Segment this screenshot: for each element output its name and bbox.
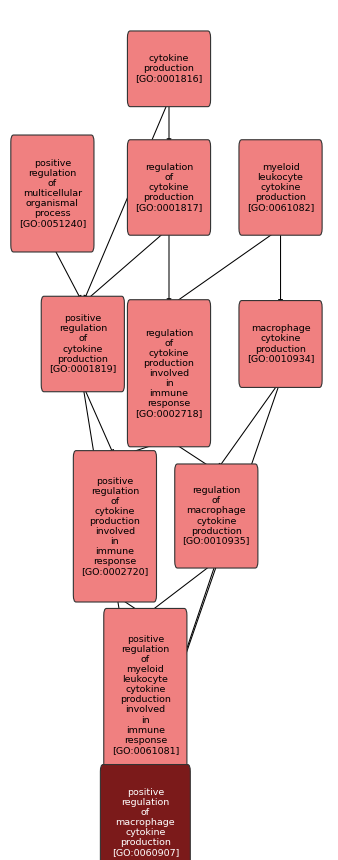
FancyBboxPatch shape	[127, 139, 211, 235]
Text: positive
regulation
of
multicellular
organismal
process
[GO:0051240]: positive regulation of multicellular org…	[19, 159, 86, 228]
Text: myeloid
leukocyte
cytokine
production
[GO:0061082]: myeloid leukocyte cytokine production [G…	[247, 163, 314, 212]
FancyBboxPatch shape	[127, 300, 211, 447]
Text: cytokine
production
[GO:0001816]: cytokine production [GO:0001816]	[135, 54, 203, 83]
FancyBboxPatch shape	[104, 609, 187, 781]
Text: positive
regulation
of
cytokine
production
[GO:0001819]: positive regulation of cytokine producti…	[49, 315, 117, 373]
FancyBboxPatch shape	[41, 296, 124, 392]
FancyBboxPatch shape	[239, 301, 322, 387]
Text: positive
regulation
of
macrophage
cytokine
production
[GO:0060907]: positive regulation of macrophage cytoki…	[112, 788, 179, 857]
FancyBboxPatch shape	[239, 139, 322, 235]
Text: regulation
of
macrophage
cytokine
production
[GO:0010935]: regulation of macrophage cytokine produc…	[183, 487, 250, 545]
FancyBboxPatch shape	[11, 135, 94, 252]
FancyBboxPatch shape	[100, 765, 190, 860]
FancyBboxPatch shape	[175, 464, 258, 568]
FancyBboxPatch shape	[73, 451, 156, 602]
Text: regulation
of
cytokine
production
involved
in
immune
response
[GO:0002718]: regulation of cytokine production involv…	[135, 329, 203, 418]
Text: positive
regulation
of
cytokine
production
involved
in
immune
response
[GO:00027: positive regulation of cytokine producti…	[81, 476, 149, 576]
FancyBboxPatch shape	[127, 31, 211, 107]
Text: positive
regulation
of
myeloid
leukocyte
cytokine
production
involved
in
immune
: positive regulation of myeloid leukocyte…	[112, 635, 179, 755]
Text: regulation
of
cytokine
production
[GO:0001817]: regulation of cytokine production [GO:00…	[135, 163, 203, 212]
Text: macrophage
cytokine
production
[GO:0010934]: macrophage cytokine production [GO:00109…	[247, 324, 314, 364]
